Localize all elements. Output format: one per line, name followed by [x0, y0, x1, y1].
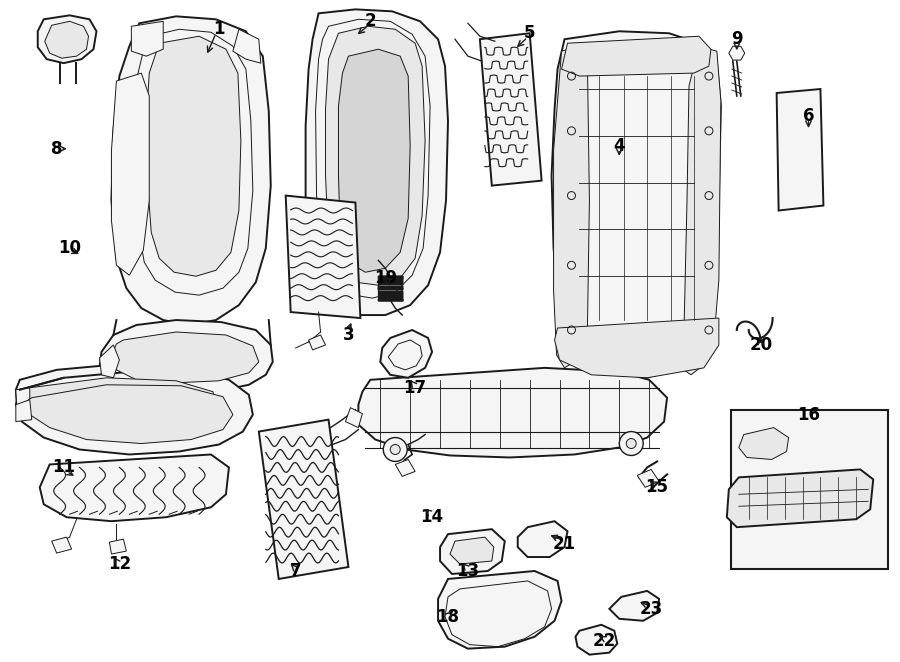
- Polygon shape: [112, 73, 149, 275]
- Text: 22: 22: [593, 632, 616, 649]
- Polygon shape: [729, 46, 745, 60]
- Polygon shape: [480, 33, 542, 185]
- Text: 12: 12: [108, 555, 131, 573]
- Polygon shape: [16, 400, 32, 422]
- Polygon shape: [306, 9, 448, 315]
- Polygon shape: [51, 537, 72, 553]
- Polygon shape: [554, 46, 590, 368]
- Polygon shape: [16, 372, 253, 455]
- Polygon shape: [739, 428, 788, 459]
- Polygon shape: [40, 455, 229, 521]
- Polygon shape: [381, 330, 432, 378]
- Text: 6: 6: [803, 107, 815, 125]
- Polygon shape: [440, 529, 505, 574]
- Polygon shape: [38, 15, 96, 63]
- Text: 1: 1: [213, 21, 225, 38]
- Polygon shape: [26, 385, 233, 444]
- Polygon shape: [285, 195, 360, 318]
- Text: 23: 23: [640, 600, 662, 618]
- Polygon shape: [259, 420, 348, 579]
- Polygon shape: [727, 469, 873, 527]
- Polygon shape: [346, 408, 363, 428]
- Circle shape: [619, 432, 644, 455]
- Text: 20: 20: [749, 336, 772, 354]
- Text: 14: 14: [420, 508, 444, 526]
- Text: 9: 9: [731, 30, 742, 48]
- Polygon shape: [23, 378, 216, 430]
- Polygon shape: [16, 388, 30, 408]
- Polygon shape: [326, 26, 425, 285]
- Polygon shape: [100, 345, 120, 378]
- Text: 3: 3: [343, 326, 355, 344]
- Polygon shape: [131, 21, 163, 56]
- Bar: [731, 410, 888, 569]
- Polygon shape: [112, 332, 259, 383]
- Text: 10: 10: [58, 240, 81, 258]
- Polygon shape: [438, 571, 562, 649]
- Text: 4: 4: [614, 137, 626, 155]
- Text: 5: 5: [524, 24, 536, 42]
- Circle shape: [626, 438, 636, 448]
- Text: 21: 21: [553, 535, 576, 553]
- Polygon shape: [233, 29, 261, 63]
- Polygon shape: [554, 318, 719, 378]
- Polygon shape: [681, 46, 721, 375]
- Circle shape: [383, 438, 407, 461]
- Text: 13: 13: [456, 562, 480, 580]
- Polygon shape: [552, 31, 721, 378]
- Polygon shape: [112, 17, 271, 325]
- Polygon shape: [395, 459, 415, 477]
- Polygon shape: [637, 469, 659, 487]
- Text: 17: 17: [403, 379, 427, 397]
- Polygon shape: [338, 49, 410, 272]
- Polygon shape: [518, 521, 568, 557]
- Polygon shape: [358, 368, 667, 457]
- Polygon shape: [16, 365, 229, 436]
- Text: 7: 7: [290, 562, 302, 580]
- Polygon shape: [100, 320, 273, 395]
- Polygon shape: [450, 537, 494, 564]
- Polygon shape: [309, 335, 326, 350]
- Text: 15: 15: [645, 479, 669, 496]
- Polygon shape: [110, 539, 126, 554]
- Polygon shape: [777, 89, 824, 211]
- Polygon shape: [45, 21, 88, 58]
- Text: 2: 2: [364, 13, 376, 30]
- Circle shape: [391, 444, 401, 455]
- Text: 18: 18: [436, 608, 460, 626]
- Polygon shape: [575, 625, 617, 655]
- Text: 16: 16: [797, 406, 820, 424]
- Polygon shape: [609, 591, 659, 621]
- Text: 11: 11: [52, 458, 75, 477]
- Polygon shape: [562, 36, 711, 76]
- Text: 19: 19: [374, 269, 397, 287]
- Text: 8: 8: [51, 140, 62, 158]
- Polygon shape: [147, 36, 241, 276]
